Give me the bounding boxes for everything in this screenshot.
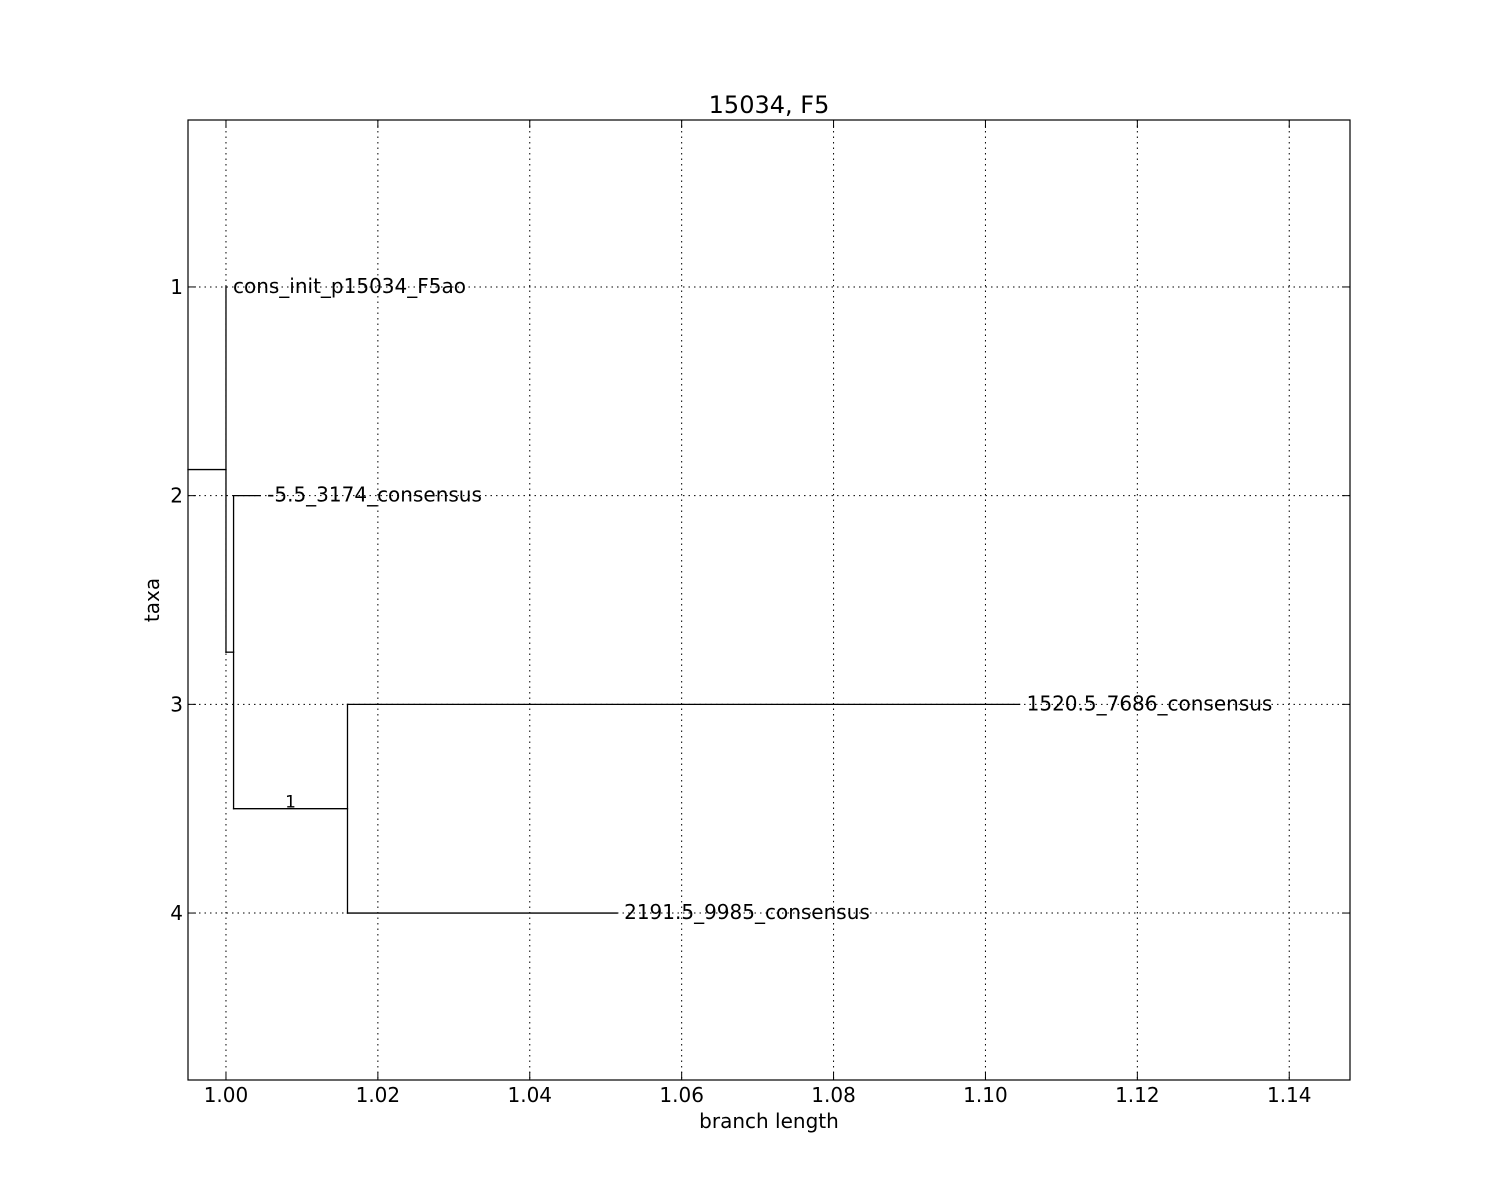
x-tick-label: 1.10 bbox=[963, 1083, 1008, 1107]
leaf-label: 2191.5_9985_consensus bbox=[624, 900, 870, 924]
tree-branches bbox=[187, 286, 1021, 914]
chart-title: 15034, F5 bbox=[709, 91, 830, 119]
x-tick-label: 1.04 bbox=[507, 1083, 552, 1107]
plot-frame bbox=[187, 119, 1351, 1081]
axis-ticks: 1.00 1.02 1.04 1.06 1.08 1.10 1.12 1.14 1 2 3 4 bbox=[170, 120, 1350, 1107]
leaf-label: 1520.5_7686_consensus bbox=[1027, 691, 1273, 715]
y-tick-label: 4 bbox=[170, 901, 183, 925]
leaf-labels: cons_init_p15034_F5ao -5.5_3174_consensus… bbox=[233, 274, 1272, 924]
x-tick-label: 1.12 bbox=[1115, 1083, 1160, 1107]
x-tick-label: 1.06 bbox=[659, 1083, 704, 1107]
node-support-label: 1 bbox=[285, 793, 296, 813]
x-tick-label: 1.00 bbox=[204, 1083, 249, 1107]
x-tick-label: 1.14 bbox=[1267, 1083, 1312, 1107]
leaf-label: -5.5_3174_consensus bbox=[267, 483, 482, 507]
y-tick-label: 2 bbox=[170, 484, 183, 508]
x-axis-label: branch length bbox=[699, 1109, 839, 1133]
grid bbox=[188, 120, 1350, 1080]
y-axis-label: taxa bbox=[140, 578, 164, 622]
leaf-label: cons_init_p15034_F5ao bbox=[233, 274, 466, 298]
x-tick-label: 1.02 bbox=[356, 1083, 401, 1107]
y-tick-label: 3 bbox=[170, 692, 183, 716]
x-tick-label: 1.08 bbox=[811, 1083, 856, 1107]
y-tick-label: 1 bbox=[170, 275, 183, 299]
